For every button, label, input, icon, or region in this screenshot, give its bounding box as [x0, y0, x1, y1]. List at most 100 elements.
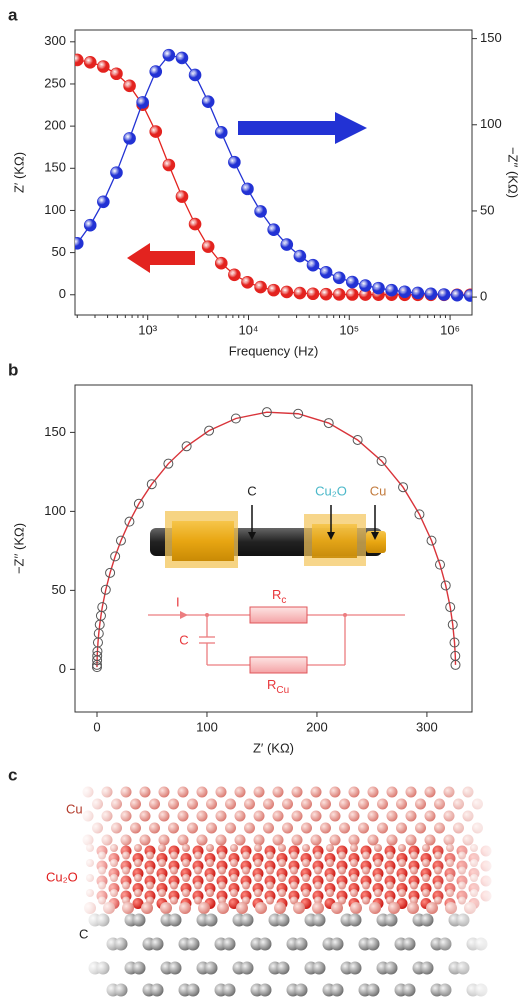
resistor-label: Rc: [272, 587, 286, 605]
atom: [398, 874, 406, 882]
atom: [367, 786, 379, 798]
data-point: [411, 286, 425, 300]
data-point: [115, 535, 126, 546]
data-point: [228, 268, 241, 282]
atom: [158, 844, 166, 852]
atom: [150, 983, 164, 997]
label-main: R: [272, 587, 281, 602]
atom: [348, 834, 360, 846]
atom: [314, 851, 322, 860]
atom: [301, 822, 312, 834]
y-tick-label: 50: [52, 582, 66, 597]
plot-frame: [74, 384, 473, 713]
data-point: [359, 279, 372, 292]
data-point: [332, 288, 346, 301]
atom: [420, 913, 434, 927]
y2-tick-label: 0: [480, 289, 487, 304]
y-tick-label: 100: [44, 503, 66, 518]
data-point: [372, 281, 385, 295]
atom: [291, 810, 303, 822]
atom: [384, 961, 398, 975]
atom: [204, 961, 218, 975]
atom: [276, 913, 290, 927]
atom: [339, 798, 350, 810]
atom: [158, 859, 166, 867]
atom: [274, 902, 286, 914]
atom: [374, 874, 382, 882]
atom: [422, 874, 430, 882]
y2-tick-label: 150: [480, 30, 502, 45]
atom: [312, 902, 324, 914]
atom: [160, 902, 172, 914]
atom: [134, 859, 142, 867]
resistor-label: RCu: [267, 677, 289, 695]
circuit: I C Rc RCu: [148, 587, 405, 696]
data-point: [188, 217, 202, 231]
atom: [225, 798, 236, 810]
data-point: [110, 551, 121, 562]
data-point: [398, 285, 412, 299]
data-point: [110, 166, 123, 179]
x-tick-label: 10⁵: [339, 322, 359, 337]
atom: [422, 859, 430, 867]
y-axis-label: −Z′′ (KΩ): [11, 523, 26, 574]
atom: [266, 866, 274, 875]
atom: [326, 874, 334, 882]
data-point: [175, 190, 189, 203]
atom: [182, 889, 190, 897]
data-point: [241, 275, 254, 289]
wire-inset: C Cu₂O Cu: [150, 483, 386, 568]
atom: [314, 866, 322, 875]
atom: [234, 810, 246, 822]
atom: [177, 810, 189, 822]
atom: [398, 859, 406, 867]
atom: [240, 961, 254, 975]
label-main: R: [267, 677, 276, 692]
data-point: [230, 413, 241, 424]
atom: [291, 834, 303, 846]
atom: [230, 859, 238, 867]
node: [343, 613, 347, 617]
data-point: [163, 458, 174, 469]
panel-label: b: [8, 360, 18, 379]
atom: [254, 844, 262, 852]
pointer-head: [371, 532, 379, 540]
atom: [405, 786, 417, 798]
data-point: [83, 55, 97, 69]
atom: [182, 859, 190, 867]
data-point: [267, 223, 280, 237]
atom: [405, 834, 417, 846]
atom: [132, 898, 144, 909]
atom: [266, 881, 274, 890]
data-point: [440, 580, 451, 591]
atom: [386, 881, 394, 890]
atom: [410, 851, 418, 860]
data-point: [463, 289, 472, 302]
atom: [278, 844, 286, 852]
atom: [331, 902, 343, 914]
atom: [206, 874, 214, 882]
atom: [146, 866, 154, 875]
atom: [158, 834, 170, 846]
atom: [302, 874, 310, 882]
atom: [234, 834, 246, 846]
atom: [218, 866, 226, 875]
atom: [240, 913, 254, 927]
atom: [366, 983, 380, 997]
atom: [326, 844, 334, 852]
atom: [396, 822, 407, 834]
atom: [374, 859, 382, 867]
fit-line: [96, 411, 457, 668]
inset-label: Cu₂O: [315, 483, 347, 498]
atom: [177, 834, 189, 846]
data-point: [97, 195, 110, 209]
atom: [206, 844, 214, 852]
atom: [348, 913, 362, 927]
atom: [170, 881, 178, 890]
atom: [230, 889, 238, 897]
atom: [134, 889, 142, 897]
data-point: [123, 79, 136, 93]
atom: [282, 798, 293, 810]
cu-tip: [366, 531, 386, 553]
atom: [134, 844, 142, 852]
